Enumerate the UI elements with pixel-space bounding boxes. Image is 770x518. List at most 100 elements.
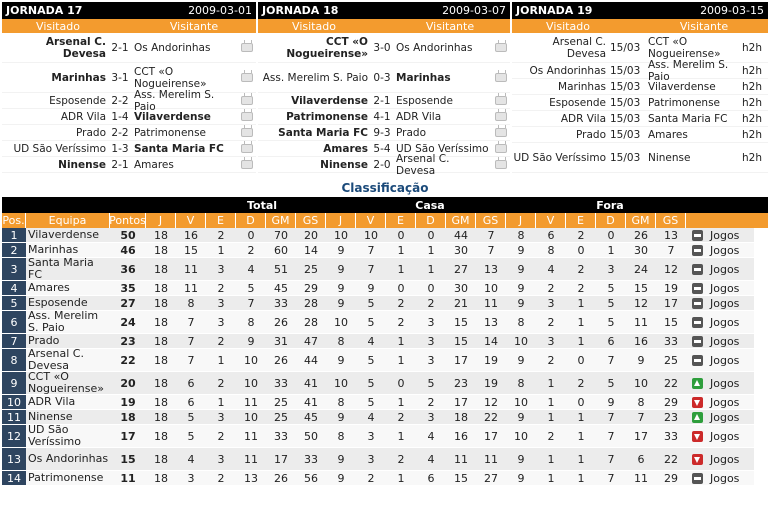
match-home-team[interactable]: Marinhas xyxy=(51,71,106,84)
tv-icon[interactable] xyxy=(494,109,508,124)
row-casa-stat: 0 xyxy=(386,372,416,394)
match-away-team[interactable]: Amares xyxy=(134,158,174,171)
row-team[interactable]: Santa Maria FC xyxy=(26,257,110,281)
match-away-team[interactable]: UD São Veríssimo xyxy=(396,142,489,155)
games-link[interactable]: Jogos xyxy=(708,228,754,242)
match-away-team[interactable]: Vilaverdense xyxy=(648,80,716,93)
row-casa-stat: 2 xyxy=(386,448,416,470)
row-fora-stat: 13 xyxy=(656,228,686,242)
tv-icon[interactable] xyxy=(494,63,508,92)
match-away-team[interactable]: Amares xyxy=(648,128,688,141)
match-home-team[interactable]: ADR Vila xyxy=(60,110,106,123)
match-away-team[interactable]: Santa Maria FC xyxy=(648,112,728,125)
match-home-team[interactable]: Os Andorinhas xyxy=(529,64,606,77)
games-link[interactable]: Jogos xyxy=(708,410,754,424)
match-away-team[interactable]: Vilaverdense xyxy=(134,110,211,123)
jornada-title[interactable]: JORNADA 18 xyxy=(262,4,339,17)
games-link[interactable]: Jogos xyxy=(708,471,754,485)
tv-icon[interactable] xyxy=(240,33,254,62)
row-team[interactable]: Vilaverdense xyxy=(26,228,110,242)
match-away-team[interactable]: CCT «O Nogueirense» xyxy=(134,65,207,90)
match-away-team[interactable]: Os Andorinhas xyxy=(134,41,211,54)
match-home-team[interactable]: ADR Vila xyxy=(560,112,606,125)
games-link[interactable]: Jogos xyxy=(708,372,754,394)
row-total-stat: 1 xyxy=(206,395,236,409)
games-link[interactable]: Jogos xyxy=(708,281,754,295)
match-home-team[interactable]: Arsenal C. Devesa xyxy=(552,35,606,60)
tv-icon[interactable] xyxy=(494,93,508,108)
games-link[interactable]: Jogos xyxy=(708,448,754,470)
games-link[interactable]: Jogos xyxy=(708,311,754,333)
tv-icon[interactable] xyxy=(494,125,508,140)
match-home-team[interactable]: Patrimonense xyxy=(286,110,368,123)
row-team[interactable]: ADR Vila xyxy=(26,395,110,409)
match-away-team[interactable]: Arsenal C. Devesa xyxy=(396,152,450,177)
match-home-team[interactable]: Amares xyxy=(323,142,368,155)
match-home-team[interactable]: UD São Veríssimo xyxy=(513,151,606,164)
row-team[interactable]: Amares xyxy=(26,281,110,295)
tv-icon[interactable] xyxy=(494,157,508,172)
match-away-team[interactable]: Prado xyxy=(396,126,426,139)
match-away-team[interactable]: Os Andorinhas xyxy=(396,41,473,54)
match-away-team[interactable]: Patrimonense xyxy=(648,96,720,109)
match-home-team[interactable]: Arsenal C. Devesa xyxy=(45,35,106,60)
tv-icon[interactable] xyxy=(240,93,254,108)
match-away-team[interactable]: CCT «O Nogueirense» xyxy=(648,35,721,60)
match-home-team[interactable]: Vilaverdense xyxy=(291,94,368,107)
tv-icon[interactable] xyxy=(240,157,254,172)
row-casa-stat: 2 xyxy=(416,296,446,310)
row-team[interactable]: Os Andorinhas xyxy=(26,448,110,470)
tv-icon[interactable] xyxy=(240,63,254,92)
match-home-team[interactable]: Santa Maria FC xyxy=(278,126,368,139)
match-home-team[interactable]: Ass. Merelim S. Paio xyxy=(262,71,368,84)
match-home-team[interactable]: Marinhas xyxy=(558,80,606,93)
match-home-team[interactable]: Ninense xyxy=(58,158,106,171)
match-home-team[interactable]: Prado xyxy=(576,128,606,141)
match-away-team[interactable]: Santa Maria FC xyxy=(134,142,224,155)
row-casa-stat: 3 xyxy=(416,349,446,371)
games-link[interactable]: Jogos xyxy=(708,425,754,447)
row-casa-stat: 3 xyxy=(356,448,386,470)
match-home-team[interactable]: UD São Veríssimo xyxy=(13,142,106,155)
games-link[interactable]: Jogos xyxy=(708,243,754,257)
games-link[interactable]: Jogos xyxy=(708,296,754,310)
row-team[interactable]: Marinhas xyxy=(26,243,110,257)
jornada-3: JORNADA 19 2009-03-15 Visitado Visitante Ars… xyxy=(512,2,768,178)
tv-icon-glyph xyxy=(495,125,507,137)
row-team[interactable]: Prado xyxy=(26,334,110,348)
games-link[interactable]: Jogos xyxy=(708,258,754,280)
match-away-team[interactable]: Ass. Merelim S. Paio xyxy=(134,88,215,113)
row-team[interactable]: CCT «O Nogueirense» xyxy=(26,371,110,395)
col-visitante: Visitante xyxy=(425,19,475,33)
match-away-team[interactable]: Marinhas xyxy=(396,71,451,84)
tv-icon[interactable] xyxy=(494,33,508,62)
tv-icon[interactable] xyxy=(240,109,254,124)
games-link[interactable]: Jogos xyxy=(708,349,754,371)
row-total-stat: 51 xyxy=(266,258,296,280)
row-fora-stat: 7 xyxy=(596,471,626,485)
row-team[interactable]: Ninense xyxy=(26,410,110,424)
row-team[interactable]: Patrimonense xyxy=(26,471,110,485)
row-team[interactable]: Arsenal C. Devesa xyxy=(26,348,110,372)
jornada-title[interactable]: JORNADA 17 xyxy=(6,4,83,17)
tv-icon[interactable] xyxy=(240,125,254,140)
tv-icon[interactable] xyxy=(240,141,254,156)
match-away-team[interactable]: Ninense xyxy=(648,151,691,164)
match-home-team[interactable]: CCT «O Nogueirense» xyxy=(286,35,368,60)
row-team[interactable]: UD São Veríssimo xyxy=(26,424,110,448)
match-away-team[interactable]: Patrimonense xyxy=(134,126,206,139)
match-home-team[interactable]: Prado xyxy=(76,126,106,139)
match-away-team[interactable]: Ass. Merelim S. Paio xyxy=(648,58,729,83)
row-team[interactable]: Ass. Merelim S. Paio xyxy=(26,310,110,334)
match-home-team[interactable]: Ninense xyxy=(320,158,368,171)
tv-icon[interactable] xyxy=(494,141,508,156)
match-home-team[interactable]: Esposende xyxy=(549,96,606,109)
games-link[interactable]: Jogos xyxy=(708,395,754,409)
row-team[interactable]: Esposende xyxy=(26,296,110,310)
row-total-stat: 56 xyxy=(296,471,326,485)
match-away-team[interactable]: ADR Vila xyxy=(396,110,442,123)
games-link[interactable]: Jogos xyxy=(708,334,754,348)
match-away-team[interactable]: Esposende xyxy=(396,94,453,107)
match-home-team[interactable]: Esposende xyxy=(49,94,106,107)
jornada-title[interactable]: JORNADA 19 xyxy=(516,4,593,17)
